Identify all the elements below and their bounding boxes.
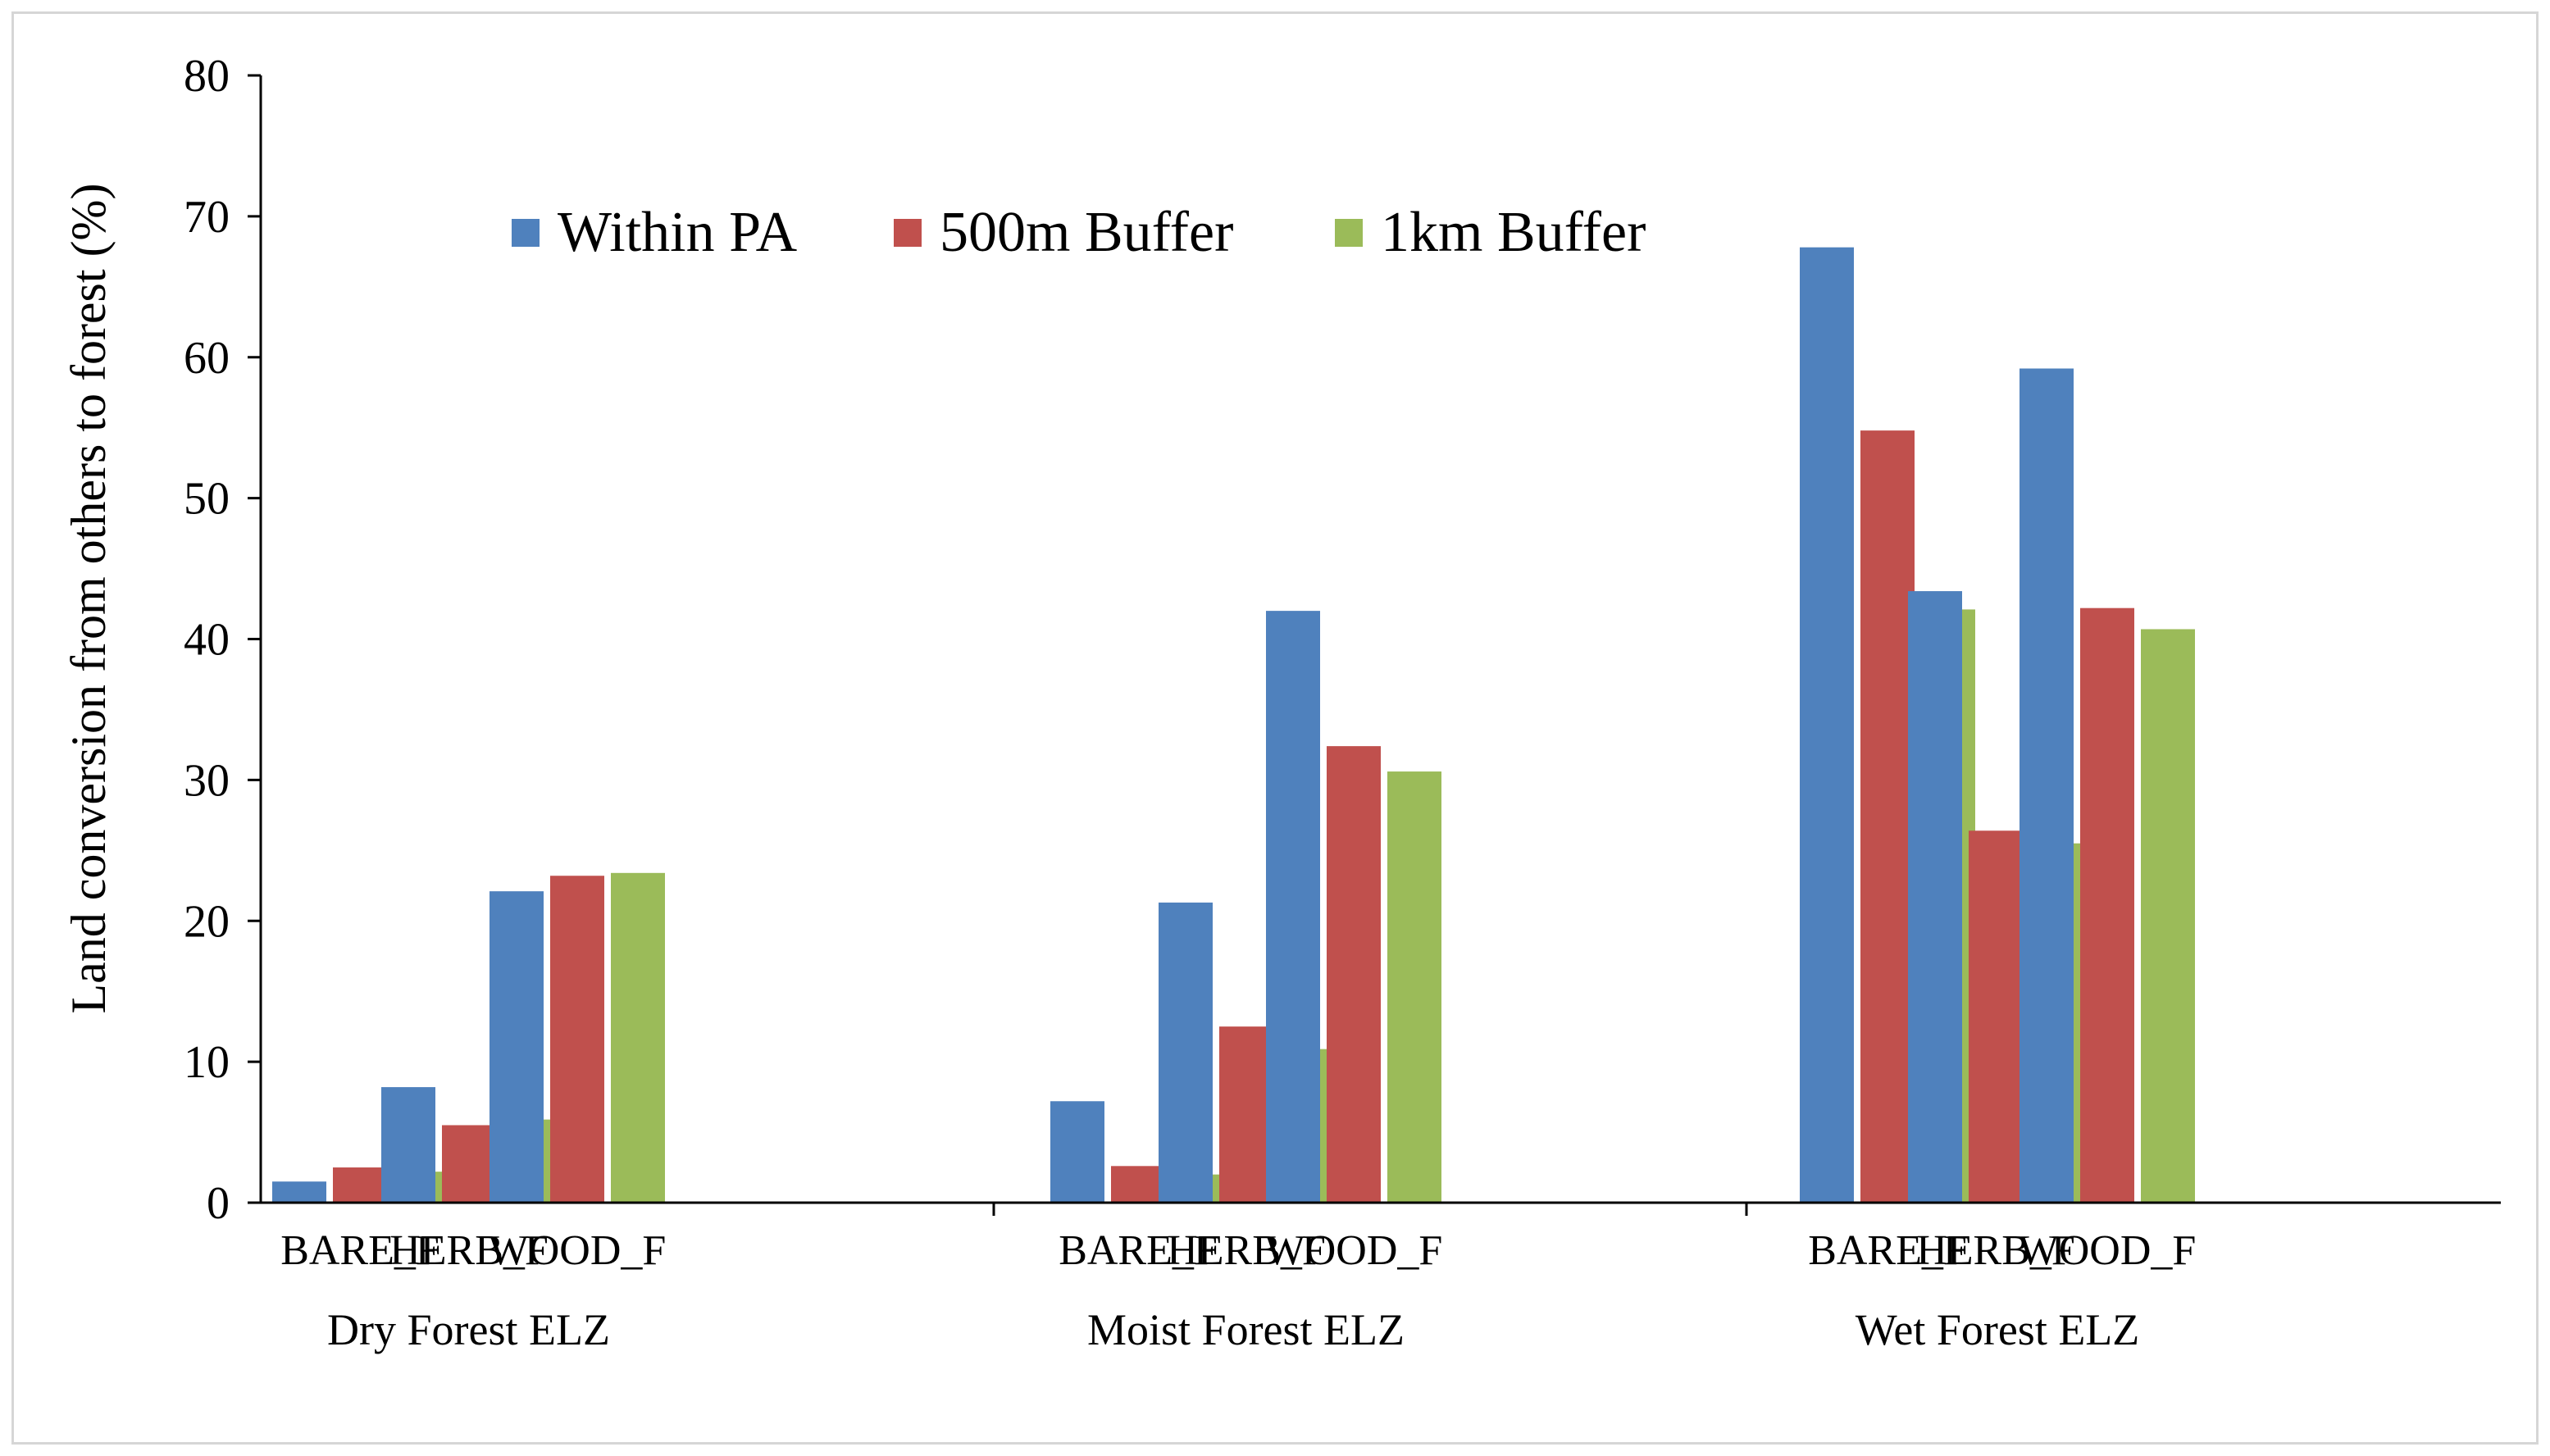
category-label: HERB_F xyxy=(389,1227,549,1274)
y-tick-label: 30 xyxy=(184,755,230,806)
bar xyxy=(490,891,544,1203)
y-tick-label: 50 xyxy=(184,474,230,525)
bar xyxy=(442,1125,496,1203)
bar xyxy=(1111,1166,1165,1203)
legend-label: 500m Buffer xyxy=(940,201,1233,264)
bar xyxy=(1387,771,1441,1203)
bar xyxy=(333,1167,387,1203)
y-tick-label: 10 xyxy=(184,1037,230,1088)
bar xyxy=(1266,611,1320,1203)
category-label: HERB_F xyxy=(1916,1227,2075,1274)
legend-swatch xyxy=(1335,219,1363,247)
bar xyxy=(381,1087,435,1203)
group-label: Wet Forest ELZ xyxy=(1856,1305,2140,1354)
bar xyxy=(2080,607,2134,1203)
bar xyxy=(1050,1101,1104,1203)
legend: Within PA 500m Buffer 1km Buffer xyxy=(512,201,1646,264)
legend-swatch xyxy=(894,219,922,247)
bar xyxy=(1908,591,1962,1203)
y-tick-label: 40 xyxy=(184,615,230,666)
y-tick-label: 70 xyxy=(184,192,230,243)
group-labels: Dry Forest ELZ Moist Forest ELZ Wet Forest… xyxy=(327,1305,2139,1354)
category-label: BARE_F xyxy=(1059,1227,1218,1274)
bars xyxy=(272,247,2195,1203)
bar xyxy=(272,1181,326,1203)
category-label: WOOD_F xyxy=(2019,1227,2197,1274)
bar xyxy=(1159,902,1213,1203)
category-label: BARE_F xyxy=(1808,1227,1967,1274)
bar xyxy=(1219,1026,1273,1203)
bar xyxy=(1800,247,1854,1203)
legend-label: 1km Buffer xyxy=(1381,201,1646,264)
bar xyxy=(2020,368,2074,1203)
bar xyxy=(611,872,665,1203)
y-tick-label: 60 xyxy=(184,333,230,384)
y-tick-labels: 0 10 20 30 40 50 60 70 80 xyxy=(184,51,230,1229)
bar xyxy=(1969,830,2023,1203)
axes xyxy=(259,75,2501,1204)
bar xyxy=(1327,746,1381,1203)
bar xyxy=(2141,629,2195,1203)
category-label: HERB_F xyxy=(1167,1227,1326,1274)
bar xyxy=(1860,430,1915,1203)
legend-swatch xyxy=(512,219,540,247)
bar xyxy=(550,876,604,1203)
y-tick-label: 0 xyxy=(207,1178,230,1229)
legend-label: Within PA xyxy=(558,201,798,264)
group-label: Dry Forest ELZ xyxy=(327,1305,610,1354)
y-axis-label: Land conversion from others to forest (%… xyxy=(61,183,116,1013)
category-label: WOOD_F xyxy=(1265,1227,1443,1274)
y-tick-label: 20 xyxy=(184,896,230,947)
group-label: Moist Forest ELZ xyxy=(1087,1305,1405,1354)
category-label: WOOD_F xyxy=(489,1227,667,1274)
y-tick-label: 80 xyxy=(184,51,230,102)
category-label: BARE_F xyxy=(280,1227,439,1274)
y-axis-ticks xyxy=(248,74,1748,1216)
